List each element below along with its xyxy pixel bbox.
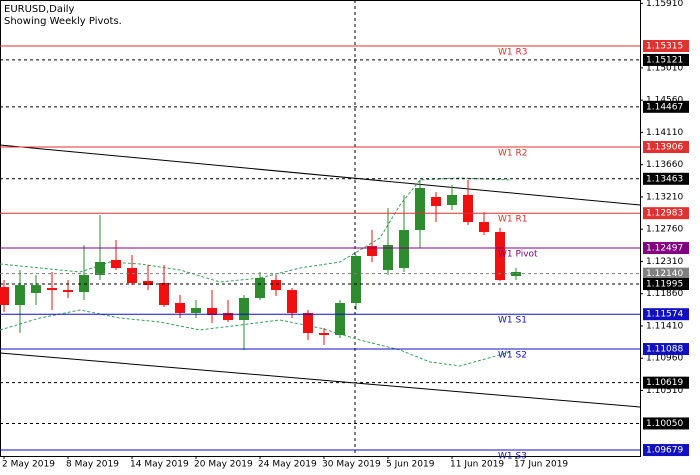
price-box-label: 1.10619 [646,378,683,388]
price-box-label: 1.12140 [646,269,683,279]
price-box-label: 1.10050 [646,419,683,429]
candle-body [495,231,505,281]
candle-body [239,298,249,321]
candle-body [271,280,281,291]
y-tick-label: 1.13660 [646,160,683,170]
plot-frame [0,0,641,457]
x-tick-label: 11 Jun 2019 [450,460,504,470]
y-tick-label: 1.14110 [646,128,683,138]
pivot-label: W1 Pivot [498,250,538,260]
price-box-label: 1.13463 [646,174,683,184]
y-tick-label: 1.15910 [646,0,683,9]
pivot-label: W1 S3 [498,452,527,462]
candle-body [255,278,265,299]
candle-body [415,188,425,231]
pivot-label: W1 S1 [498,316,527,326]
candle-body [335,303,345,335]
x-tick-label: 24 May 2019 [258,460,317,470]
price-box [643,417,689,430]
y-tick-label: 1.12760 [646,225,683,235]
x-tick-label: 2 May 2019 [2,460,55,470]
chart-subtitle: Showing Weekly Pivots. [4,16,122,27]
price-box [643,207,689,220]
price-box [643,267,689,280]
plot [0,180,521,351]
candle-body [223,312,233,321]
price-box [643,376,689,389]
trend-line [0,352,641,408]
y-tick-label: 1.12310 [646,257,683,267]
candle-body [367,246,377,256]
candle-body [447,194,457,206]
chart-title: EURUSD,Daily [4,4,75,15]
candle-body [159,283,169,306]
candle-body [351,255,361,304]
price-box-label: 1.12497 [646,244,683,254]
price-box [643,444,689,457]
candle-body [15,285,25,306]
y-tick-label: 1.13210 [646,192,683,202]
candle-body [319,332,329,335]
candle-body [303,312,313,333]
candle-body [47,288,57,291]
candle-body [463,194,473,223]
y-tick-label: 1.10510 [646,386,683,396]
x-tick-label: 17 Jun 2019 [514,460,568,470]
x-tick-label: 5 Jun 2019 [386,460,435,470]
envelope [0,177,511,283]
y-tick-label: 1.11410 [646,321,683,331]
y-tick-label: 1.10960 [646,354,683,364]
y-tick-label: 1.11860 [646,289,683,299]
candle-body [383,245,393,271]
price-box-label: 1.13906 [646,143,683,153]
x-tick-label: 20 May 2019 [194,460,253,470]
envelope [0,309,511,367]
y-tick-label: 1.15010 [646,63,683,73]
x-tick-label: 30 May 2019 [322,460,381,470]
candle-body [111,260,121,269]
pivot-label: W1 R1 [498,215,527,225]
pivot-label: W1 S2 [498,351,527,361]
price-box-label: 1.11088 [646,345,683,355]
pivot-label: W1 R2 [498,149,527,159]
price-box-label: 1.12983 [646,209,683,219]
candle-body [191,308,201,313]
candle-body [143,281,153,286]
candle-body [431,196,441,207]
price-box [643,53,689,66]
price-box [643,172,689,185]
price-box [643,343,689,356]
price-box-label: 1.11574 [646,310,683,320]
price-box [643,242,689,255]
x-tick-label: 8 May 2019 [66,460,119,470]
candle-body [207,308,217,315]
candle-body [479,222,489,232]
price-box [643,308,689,321]
candle-body [79,274,89,292]
price-box [643,278,689,291]
trend-line [0,144,641,206]
price-box-label: 1.09679 [646,446,683,456]
price-box-label: 1.14467 [646,102,683,112]
y-tick-label: 1.14560 [646,96,683,106]
candle-body [31,285,41,293]
price-box [643,100,689,113]
candle-body [0,287,9,306]
candle-body [63,290,73,292]
price-box [643,40,689,53]
price-box-label: 1.15315 [646,42,683,52]
candle-body [287,290,297,313]
price-box-label: 1.11995 [646,280,683,290]
candle-body [95,262,105,275]
x-tick-label: 14 May 2019 [130,460,189,470]
price-box [643,141,689,154]
candle-body [127,268,137,284]
candle-body [175,303,185,313]
price-box-label: 1.15121 [646,55,683,65]
candle-body [399,230,409,269]
pivot-label: W1 R3 [498,48,527,58]
